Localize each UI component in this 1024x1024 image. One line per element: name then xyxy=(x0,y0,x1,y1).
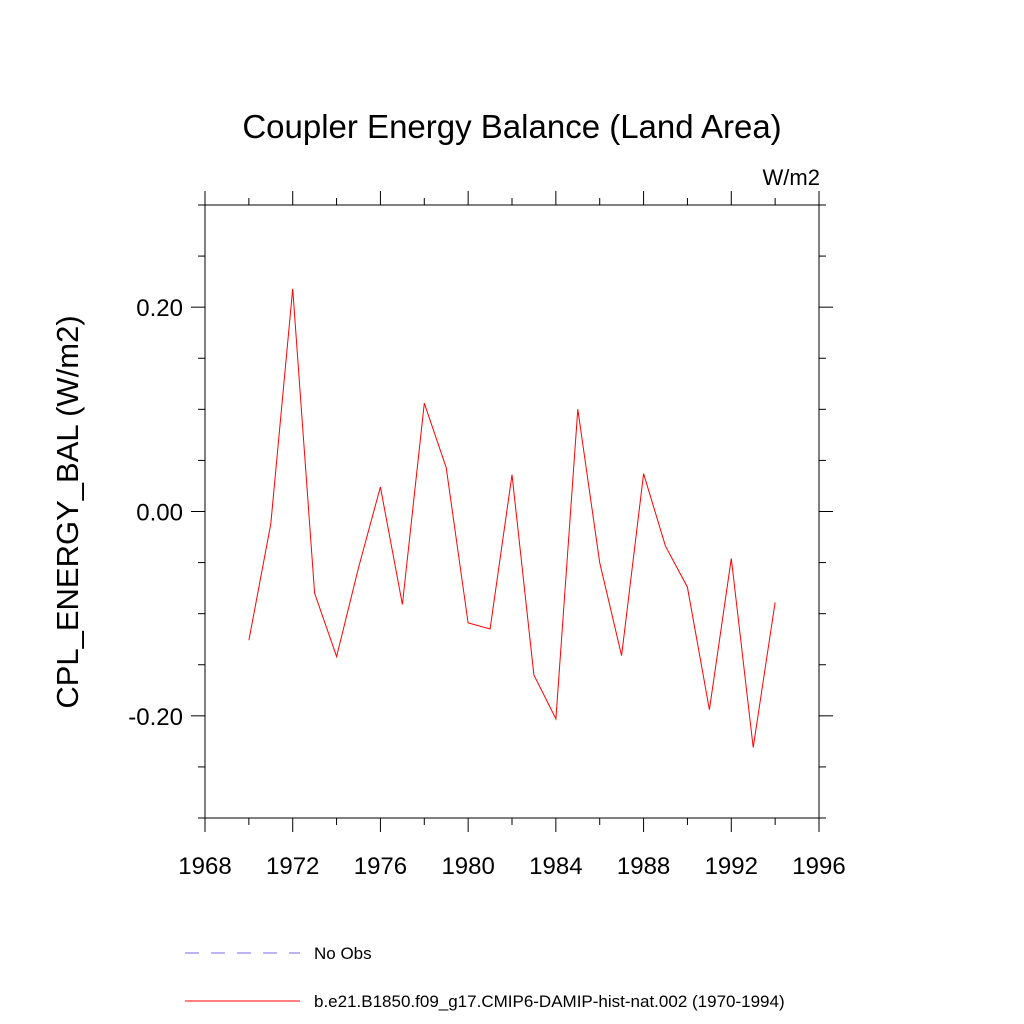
x-tick-label: 1996 xyxy=(792,853,845,880)
y-axis-label: CPL_ENERGY_BAL (W/m2) xyxy=(50,315,85,708)
chart-title: Coupler Energy Balance (Land Area) xyxy=(242,108,781,145)
x-tick-label: 1976 xyxy=(354,853,407,880)
x-tick-label: 1968 xyxy=(178,853,231,880)
x-tick-label: 1984 xyxy=(529,853,582,880)
y-tick-label: -0.20 xyxy=(128,704,183,731)
series-layer xyxy=(248,288,776,748)
y-axis-ticks: -0.20 0.00 0.20 xyxy=(128,204,833,819)
x-tick-label: 1988 xyxy=(617,853,670,880)
series-line xyxy=(248,288,776,748)
y-tick-label: 0.00 xyxy=(136,500,183,527)
x-tick-label: 1992 xyxy=(705,853,758,880)
plot-frame xyxy=(204,204,820,819)
units-label: W/m2 xyxy=(763,165,820,190)
y-tick-label: 0.20 xyxy=(136,295,183,322)
x-axis-ticks: 1968 1972 1976 1980 1984 1988 1992 1996 xyxy=(178,191,846,880)
legend: No Obs b.e21.B1850.f09_g17.CMIP6-DAMIP-h… xyxy=(185,944,785,1011)
x-tick-label: 1980 xyxy=(441,853,494,880)
legend-obs-label: No Obs xyxy=(314,944,372,963)
legend-series-label: b.e21.B1850.f09_g17.CMIP6-DAMIP-hist-nat… xyxy=(314,992,785,1011)
x-tick-label: 1972 xyxy=(266,853,319,880)
